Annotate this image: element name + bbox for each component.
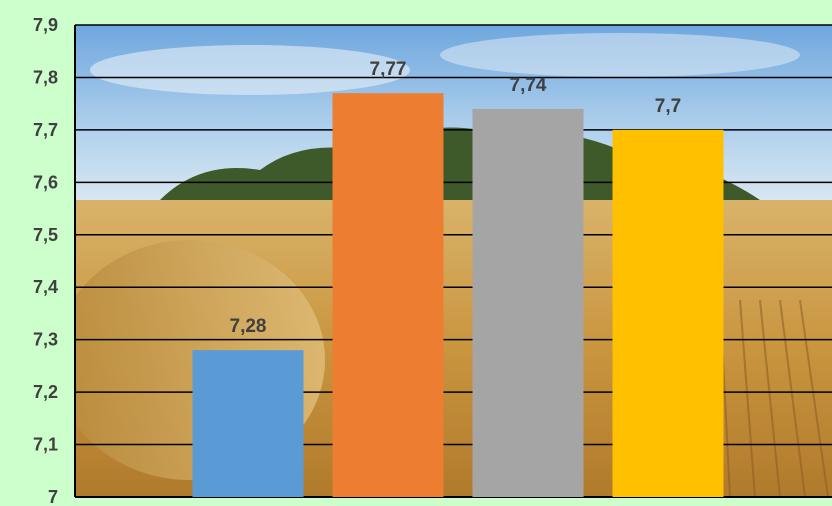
data-label: 7,77 bbox=[370, 59, 407, 80]
y-tick-label: 7,5 bbox=[33, 225, 58, 245]
bars bbox=[192, 93, 724, 498]
y-tick-label: 7,8 bbox=[33, 67, 58, 87]
y-tick-label: 7,1 bbox=[33, 435, 58, 455]
y-tick-label: 7,2 bbox=[33, 382, 58, 402]
data-label: 7,74 bbox=[510, 75, 547, 96]
bar bbox=[472, 108, 584, 498]
bar bbox=[332, 93, 444, 497]
bar bbox=[192, 350, 304, 497]
cloud bbox=[90, 45, 410, 95]
bar bbox=[612, 129, 724, 497]
y-axis-ticks: 7 7,1 7,2 7,3 7,4 7,5 7,6 7,7 7,8 7,9 bbox=[33, 15, 58, 506]
y-tick-label: 7,4 bbox=[33, 277, 58, 297]
y-tick-label: 7,6 bbox=[33, 172, 58, 192]
cloud bbox=[440, 33, 800, 77]
data-labels: 7,28 7,77 7,74 7,7 bbox=[230, 59, 682, 337]
y-tick-label: 7,9 bbox=[33, 15, 58, 35]
y-tick-label: 7 bbox=[48, 487, 58, 506]
y-tick-label: 7,3 bbox=[33, 330, 58, 350]
data-label: 7,28 bbox=[230, 316, 267, 337]
y-tick-label: 7,7 bbox=[33, 120, 58, 140]
data-label: 7,7 bbox=[655, 96, 681, 117]
